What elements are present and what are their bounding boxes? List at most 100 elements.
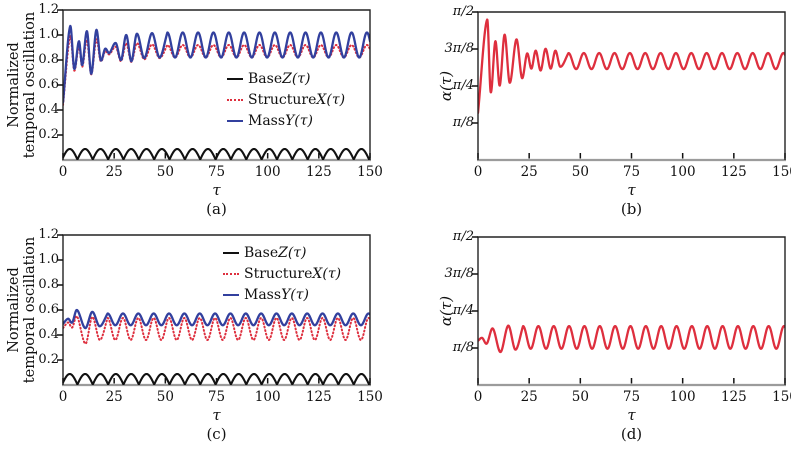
x-axis-title-a: τ [212, 181, 221, 199]
series-curve-c-1 [63, 315, 370, 345]
y-tick-label-a-4: 1.0 [38, 27, 59, 42]
x-tick-label-a-4: 100 [254, 164, 281, 180]
y-axis-title-line-a-0: Normalized [6, 42, 22, 128]
y-axis-title-a: Normalized temporal oscillation [6, 0, 38, 180]
y-axis-title-c: Normalized temporal oscillation [6, 215, 38, 405]
y-tick-label-a-0: 0.2 [38, 127, 59, 142]
legend-label-math-a-0: Z(τ) [282, 70, 311, 87]
x-tick-label-c-2: 50 [156, 389, 174, 405]
x-tick-label-b-2: 50 [571, 164, 589, 180]
series-curve-c-2 [63, 308, 370, 330]
x-tick-label-b-0: 0 [473, 164, 483, 180]
x-axis-title-d: τ [627, 406, 636, 424]
x-tick-label-b-6: 150 [772, 164, 791, 180]
x-tick-label-d-6: 150 [772, 389, 791, 405]
x-tick-label-a-5: 125 [305, 164, 332, 180]
x-tick-label-b-5: 125 [720, 164, 747, 180]
y-tick-label-c-1: 0.4 [38, 327, 59, 342]
legend-a: Base Z(τ) Structure X(τ) Mass Y(τ) [227, 68, 345, 131]
legend-line-sample-c-2 [223, 293, 239, 296]
legend-item-a-2: Mass Y(τ) [227, 110, 345, 131]
legend-label-text-a-0: Base [248, 70, 283, 87]
y-tick-label-a-1: 0.4 [38, 102, 59, 117]
x-tick-label-a-3: 75 [207, 164, 226, 180]
legend-label-text-c-0: Base [244, 244, 279, 261]
legend-line-sample-c-1 [223, 272, 239, 275]
x-tick-label-d-2: 50 [571, 389, 589, 405]
plot-frame-d [477, 236, 786, 385]
legend-label-math-a-2: Y(τ) [285, 112, 313, 129]
y-tick-label-c-5: 1.2 [38, 227, 59, 242]
legend-item-c-0: Base Z(τ) [223, 242, 341, 263]
y-tick-label-c-0: 0.2 [38, 352, 59, 367]
y-axis-title-d: α(τ) [437, 295, 455, 327]
y-tick-label-a-2: 0.6 [38, 77, 59, 92]
y-tick-label-b-1: π/4 [452, 78, 474, 93]
y-tick-label-b-3: π/2 [452, 4, 474, 19]
x-axis-title-c: τ [212, 406, 221, 424]
y-axis-title-line-c-0: Normalized [6, 267, 22, 353]
legend-label-math-c-2: Y(τ) [281, 286, 309, 303]
x-tick-label-d-0: 0 [473, 389, 483, 405]
x-tick-label-a-1: 25 [105, 164, 123, 180]
y-tick-label-c-3: 0.8 [38, 277, 59, 292]
y-tick-label-b-0: π/8 [452, 115, 474, 130]
x-tick-label-b-4: 100 [669, 164, 696, 180]
y-tick-label-a-5: 1.2 [38, 2, 59, 17]
legend-item-a-1: Structure X(τ) [227, 89, 345, 110]
legend-label-text-a-2: Mass [248, 112, 286, 129]
plot-frame-b [477, 11, 786, 160]
y-tick-label-c-4: 1.0 [38, 252, 59, 267]
legend-line-sample-a-1 [227, 98, 243, 101]
x-tick-label-d-5: 125 [720, 389, 747, 405]
y-tick-label-d-1: π/4 [452, 303, 474, 318]
series-curve-a-2 [63, 24, 370, 104]
legend-label-math-c-0: Z(τ) [278, 244, 307, 261]
x-tick-label-c-4: 100 [254, 389, 281, 405]
x-axis-title-b: τ [627, 181, 636, 199]
y-tick-label-d-3: π/2 [452, 229, 474, 244]
legend-item-c-2: Mass Y(τ) [223, 284, 341, 305]
panel-caption-a: (a) [206, 200, 227, 218]
y-tick-label-d-2: 3π/8 [444, 266, 474, 281]
legend-c: Base Z(τ) Structure X(τ) Mass Y(τ) [223, 242, 341, 305]
y-tick-label-c-2: 0.6 [38, 302, 59, 317]
y-tick-label-a-3: 0.8 [38, 52, 59, 67]
series-curve-d-0 [478, 324, 785, 354]
x-tick-label-b-1: 25 [520, 164, 538, 180]
y-axis-title-line-a-1: temporal oscillation [22, 11, 38, 159]
y-tick-label-d-0: π/8 [452, 340, 474, 355]
panel-caption-d: (d) [620, 425, 643, 443]
panel-caption-c: (c) [206, 425, 227, 443]
legend-label-math-c-1: X(τ) [312, 265, 342, 282]
x-tick-label-b-3: 75 [622, 164, 641, 180]
x-tick-label-a-2: 50 [156, 164, 174, 180]
y-axis-title-line-c-1: temporal oscillation [22, 236, 38, 384]
x-tick-label-c-1: 25 [105, 389, 123, 405]
legend-label-text-c-2: Mass [244, 286, 282, 303]
x-tick-label-c-6: 150 [357, 389, 383, 405]
x-tick-label-a-6: 150 [357, 164, 383, 180]
x-tick-label-a-0: 0 [58, 164, 68, 180]
x-tick-label-d-4: 100 [669, 389, 696, 405]
y-axis-title-b: α(τ) [437, 70, 455, 102]
x-tick-label-c-0: 0 [58, 389, 68, 405]
legend-line-sample-a-0 [227, 77, 243, 80]
panel-caption-b: (b) [620, 200, 643, 218]
series-curve-b-0 [478, 18, 785, 115]
series-curve-a-1 [63, 34, 370, 106]
y-tick-label-b-2: 3π/8 [444, 41, 474, 56]
x-tick-label-c-3: 75 [207, 389, 226, 405]
x-tick-label-d-3: 75 [622, 389, 641, 405]
x-tick-label-d-1: 25 [520, 389, 538, 405]
legend-item-a-0: Base Z(τ) [227, 68, 345, 89]
x-tick-label-c-5: 125 [305, 389, 332, 405]
legend-line-sample-a-2 [227, 119, 243, 122]
legend-line-sample-c-0 [223, 251, 239, 254]
legend-item-c-1: Structure X(τ) [223, 263, 341, 284]
legend-label-text-c-1: Structure [244, 265, 313, 282]
legend-label-text-a-1: Structure [248, 91, 317, 108]
legend-label-math-a-1: X(τ) [316, 91, 346, 108]
